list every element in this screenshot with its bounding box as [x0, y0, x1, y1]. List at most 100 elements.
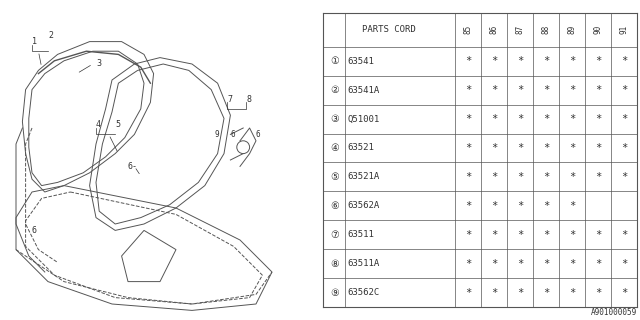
- Text: *: *: [569, 201, 575, 211]
- Text: *: *: [621, 230, 627, 240]
- Text: *: *: [569, 288, 575, 298]
- Text: *: *: [465, 85, 471, 95]
- Text: ⑤: ⑤: [330, 172, 339, 182]
- Text: 1: 1: [32, 37, 37, 46]
- Text: *: *: [543, 259, 549, 269]
- Text: *: *: [491, 85, 497, 95]
- Text: 91: 91: [620, 25, 628, 34]
- Text: *: *: [569, 114, 575, 124]
- Text: *: *: [465, 172, 471, 182]
- Text: *: *: [491, 259, 497, 269]
- Text: *: *: [491, 201, 497, 211]
- Text: *: *: [465, 114, 471, 124]
- Text: *: *: [465, 201, 471, 211]
- Text: *: *: [621, 143, 627, 153]
- Text: *: *: [465, 230, 471, 240]
- Text: 88: 88: [541, 25, 550, 34]
- Text: *: *: [595, 143, 601, 153]
- Text: 63541: 63541: [348, 57, 374, 66]
- Text: 8: 8: [246, 95, 252, 104]
- Text: 86: 86: [490, 25, 499, 34]
- Text: *: *: [543, 172, 549, 182]
- Text: *: *: [543, 56, 549, 66]
- Text: 63521: 63521: [348, 143, 374, 152]
- Text: 63562C: 63562C: [348, 288, 380, 297]
- Text: *: *: [595, 85, 601, 95]
- Text: 4: 4: [96, 120, 101, 129]
- Text: 5: 5: [115, 120, 120, 129]
- Text: PARTS CORD: PARTS CORD: [362, 25, 416, 34]
- Text: *: *: [595, 114, 601, 124]
- Text: *: *: [621, 56, 627, 66]
- Text: *: *: [516, 201, 523, 211]
- Text: *: *: [569, 85, 575, 95]
- Text: ⑥: ⑥: [330, 201, 339, 211]
- Text: *: *: [621, 288, 627, 298]
- Text: ③: ③: [330, 114, 339, 124]
- Text: *: *: [621, 85, 627, 95]
- Text: ④: ④: [330, 143, 339, 153]
- Text: A901000059: A901000059: [591, 308, 637, 317]
- Text: 6: 6: [32, 226, 37, 235]
- Text: *: *: [465, 143, 471, 153]
- Text: *: *: [595, 172, 601, 182]
- Text: *: *: [543, 143, 549, 153]
- Text: *: *: [491, 56, 497, 66]
- Text: 7: 7: [227, 95, 232, 104]
- Text: *: *: [569, 259, 575, 269]
- Text: *: *: [543, 230, 549, 240]
- Text: ②: ②: [330, 85, 339, 95]
- Text: 2: 2: [48, 31, 53, 40]
- Text: 63541A: 63541A: [348, 85, 380, 95]
- Text: *: *: [465, 259, 471, 269]
- Text: *: *: [595, 288, 601, 298]
- Text: *: *: [516, 85, 523, 95]
- Text: *: *: [543, 201, 549, 211]
- Text: *: *: [595, 259, 601, 269]
- Text: 6: 6: [230, 130, 235, 139]
- Text: *: *: [569, 143, 575, 153]
- Text: ⑨: ⑨: [330, 288, 339, 298]
- Text: *: *: [595, 56, 601, 66]
- Text: *: *: [543, 85, 549, 95]
- Text: *: *: [595, 230, 601, 240]
- Text: *: *: [491, 143, 497, 153]
- Text: *: *: [516, 288, 523, 298]
- Text: 63521A: 63521A: [348, 172, 380, 181]
- Text: *: *: [543, 288, 549, 298]
- Text: 90: 90: [593, 25, 602, 34]
- Text: 6-: 6-: [128, 162, 138, 171]
- Text: 63511A: 63511A: [348, 259, 380, 268]
- Text: *: *: [516, 172, 523, 182]
- Text: ⑧: ⑧: [330, 259, 339, 269]
- Text: *: *: [516, 259, 523, 269]
- Text: 89: 89: [567, 25, 577, 34]
- Text: *: *: [465, 288, 471, 298]
- Text: 6: 6: [256, 130, 260, 139]
- Text: 87: 87: [515, 25, 524, 34]
- Text: *: *: [491, 230, 497, 240]
- Text: *: *: [621, 259, 627, 269]
- Text: ①: ①: [330, 56, 339, 66]
- Text: 9: 9: [214, 130, 219, 139]
- Text: *: *: [621, 172, 627, 182]
- Text: *: *: [516, 143, 523, 153]
- Text: *: *: [491, 288, 497, 298]
- Text: *: *: [491, 172, 497, 182]
- Text: *: *: [569, 172, 575, 182]
- Text: *: *: [516, 230, 523, 240]
- Text: *: *: [543, 114, 549, 124]
- Text: *: *: [569, 230, 575, 240]
- Text: *: *: [516, 114, 523, 124]
- Text: *: *: [621, 114, 627, 124]
- Text: *: *: [491, 114, 497, 124]
- Text: 63511: 63511: [348, 230, 374, 239]
- Text: ⑦: ⑦: [330, 230, 339, 240]
- Text: 85: 85: [463, 25, 472, 34]
- Text: *: *: [465, 56, 471, 66]
- Text: *: *: [516, 56, 523, 66]
- Text: Q51001: Q51001: [348, 115, 380, 124]
- Text: 63562A: 63562A: [348, 201, 380, 210]
- Text: *: *: [569, 56, 575, 66]
- Text: 3: 3: [96, 60, 101, 68]
